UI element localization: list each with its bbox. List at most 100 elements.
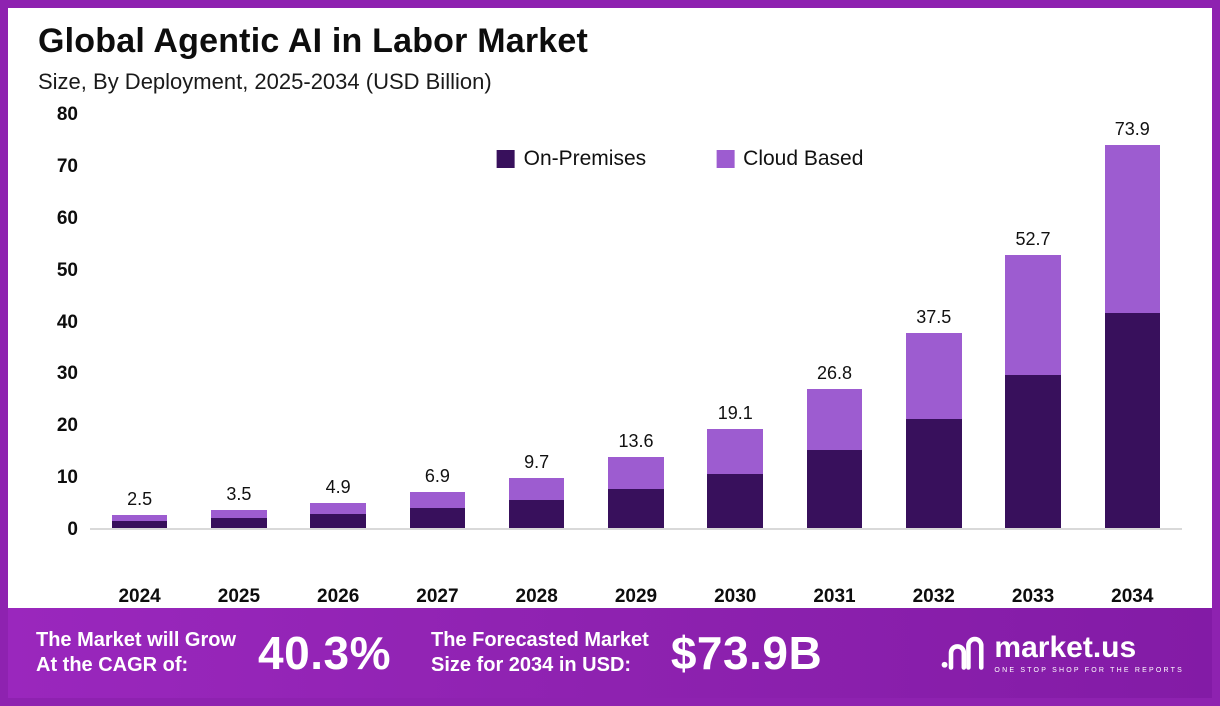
brand-block: market.us One Stop Shop For The Reports xyxy=(940,631,1184,676)
bar-slot-2025: 3.5 xyxy=(189,115,288,528)
bar-slot-2032: 37.5 xyxy=(884,115,983,528)
y-axis-tick: 20 xyxy=(56,415,78,437)
bar-segment-cloud-based-2024 xyxy=(111,515,168,521)
y-axis-tick: 10 xyxy=(56,467,78,489)
bar-slot-2030: 19.1 xyxy=(686,115,785,528)
bar-slot-2029: 13.6 xyxy=(586,115,685,528)
brand-tagline: One Stop Shop For The Reports xyxy=(994,666,1184,674)
bar-segment-on-premises-2028 xyxy=(508,500,565,528)
bar-segment-on-premises-2033 xyxy=(1005,374,1061,528)
page-title: Global Agentic AI in Labor Market xyxy=(38,22,589,60)
legend-item-on-premises: On-Premises xyxy=(496,147,647,171)
bar-slot-2027: 6.9 xyxy=(388,115,487,528)
bar-segment-on-premises-2034 xyxy=(1104,313,1161,528)
bar-2033 xyxy=(1005,254,1061,528)
bar-segment-cloud-based-2026 xyxy=(310,502,366,514)
bar-2029 xyxy=(608,457,664,528)
bar-segment-cloud-based-2029 xyxy=(608,457,664,489)
bar-slot-2034: 73.9 xyxy=(1083,115,1182,528)
bar-2027 xyxy=(409,492,466,528)
bar-value-label-2032: 37.5 xyxy=(916,307,952,328)
x-axis-label-2032: 2032 xyxy=(912,586,955,607)
cagr-label: The Market will Grow At the CAGR of: xyxy=(36,629,237,676)
y-axis: 0 10 20 30 40 50 60 70 80 xyxy=(38,104,90,540)
bar-2032 xyxy=(905,333,962,528)
legend-label-on-premises: On-Premises xyxy=(523,147,647,170)
x-axis-label-2025: 2025 xyxy=(217,586,261,607)
bar-value-label-2026: 4.9 xyxy=(325,476,351,497)
x-axis-label-2031: 2031 xyxy=(813,586,856,607)
x-axis-label-2029: 2029 xyxy=(614,586,658,607)
y-axis-tick: 0 xyxy=(67,519,78,540)
bar-segment-cloud-based-2025 xyxy=(211,509,267,518)
bar-2031 xyxy=(806,388,863,528)
bar-slot-2028: 9.7 xyxy=(487,115,586,528)
x-axis-labels: 2024 2025 2026 2027 2028 2029 2030 2031 2032 2033… xyxy=(90,586,1182,608)
x-axis-label-2026: 2026 xyxy=(317,586,360,607)
bar-segment-cloud-based-2031 xyxy=(806,388,863,451)
bar-segment-on-premises-2024 xyxy=(111,520,168,528)
x-axis-label-2033: 2033 xyxy=(1011,586,1055,607)
marketus-logo-icon xyxy=(940,631,984,676)
chart-legend: On-Premises Cloud Based xyxy=(496,147,863,171)
bar-2026 xyxy=(310,502,366,528)
bar-slot-2033: 52.7 xyxy=(983,115,1082,528)
bar-segment-on-premises-2025 xyxy=(211,517,267,528)
forecast-label: The Forecasted Market Size for 2034 in U… xyxy=(430,629,649,676)
bar-segment-cloud-based-2030 xyxy=(707,428,764,474)
bar-segment-on-premises-2029 xyxy=(608,488,664,528)
bar-value-label-2025: 3.5 xyxy=(226,483,252,504)
bar-slot-2024: 2.5 xyxy=(90,115,189,528)
x-axis-label-2034: 2034 xyxy=(1111,586,1154,607)
bar-segment-on-premises-2031 xyxy=(806,450,863,528)
bar-2024 xyxy=(111,515,168,528)
bar-segment-on-premises-2030 xyxy=(707,473,764,528)
bar-slot-2031: 26.8 xyxy=(785,115,884,528)
chart-area: 0 10 20 30 40 50 60 70 80 On-Premises Cloud Base… xyxy=(38,104,1182,574)
legend-swatch-cloud-based xyxy=(716,150,735,168)
bar-value-label-2034: 73.9 xyxy=(1114,118,1150,139)
cagr-value: 40.3% xyxy=(258,627,391,679)
y-axis-tick: 60 xyxy=(56,207,78,229)
x-axis-label-2027: 2027 xyxy=(416,586,459,607)
bar-value-label-2029: 13.6 xyxy=(618,431,654,452)
bar-slot-2026: 4.9 xyxy=(289,115,388,528)
y-axis-tick: 70 xyxy=(56,155,78,177)
legend-label-cloud-based: Cloud Based xyxy=(743,147,864,170)
bar-segment-cloud-based-2033 xyxy=(1005,254,1061,375)
x-axis-label-2030: 2030 xyxy=(714,586,757,607)
brand-name: market.us xyxy=(994,630,1137,664)
bar-2028 xyxy=(508,477,565,528)
bar-value-label-2031: 26.8 xyxy=(816,362,853,383)
bar-value-label-2028: 9.7 xyxy=(524,451,550,472)
bar-value-label-2024: 2.5 xyxy=(127,489,153,510)
bar-segment-on-premises-2027 xyxy=(409,507,466,528)
page-subtitle: Size, By Deployment, 2025-2034 (USD Bill… xyxy=(38,69,492,94)
y-axis-tick: 80 xyxy=(56,104,78,125)
legend-item-cloud-based: Cloud Based xyxy=(716,147,863,171)
y-axis-tick: 50 xyxy=(56,259,78,281)
bar-segment-on-premises-2032 xyxy=(905,419,962,528)
bar-2034 xyxy=(1104,144,1161,528)
bar-segment-cloud-based-2034 xyxy=(1104,144,1161,314)
bar-segment-cloud-based-2028 xyxy=(508,477,565,500)
chart-content: Global Agentic AI in Labor Market Size, … xyxy=(8,8,1212,608)
bar-2030 xyxy=(707,428,764,528)
legend-swatch-on-premises xyxy=(496,150,515,168)
bar-segment-cloud-based-2032 xyxy=(905,333,962,420)
bar-segment-on-premises-2026 xyxy=(310,514,366,528)
bar-value-label-2033: 52.7 xyxy=(1015,228,1051,249)
y-axis-tick: 40 xyxy=(56,311,78,333)
y-axis-tick: 30 xyxy=(56,363,78,385)
bar-2025 xyxy=(211,509,267,528)
forecast-value: $73.9B xyxy=(670,627,823,679)
x-axis-label-2024: 2024 xyxy=(118,586,161,607)
x-axis-label-2028: 2028 xyxy=(515,586,558,607)
plot-area: On-Premises Cloud Based 2.5 3.5 4.9 6.9 9.7 1… xyxy=(90,115,1182,530)
bar-segment-cloud-based-2027 xyxy=(409,492,466,508)
bar-value-label-2030: 19.1 xyxy=(717,402,753,423)
bar-value-label-2027: 6.9 xyxy=(424,466,450,487)
brand-text: market.us One Stop Shop For The Reports xyxy=(994,630,1184,674)
footer-banner: The Market will Grow At the CAGR of: 40.… xyxy=(8,608,1212,698)
